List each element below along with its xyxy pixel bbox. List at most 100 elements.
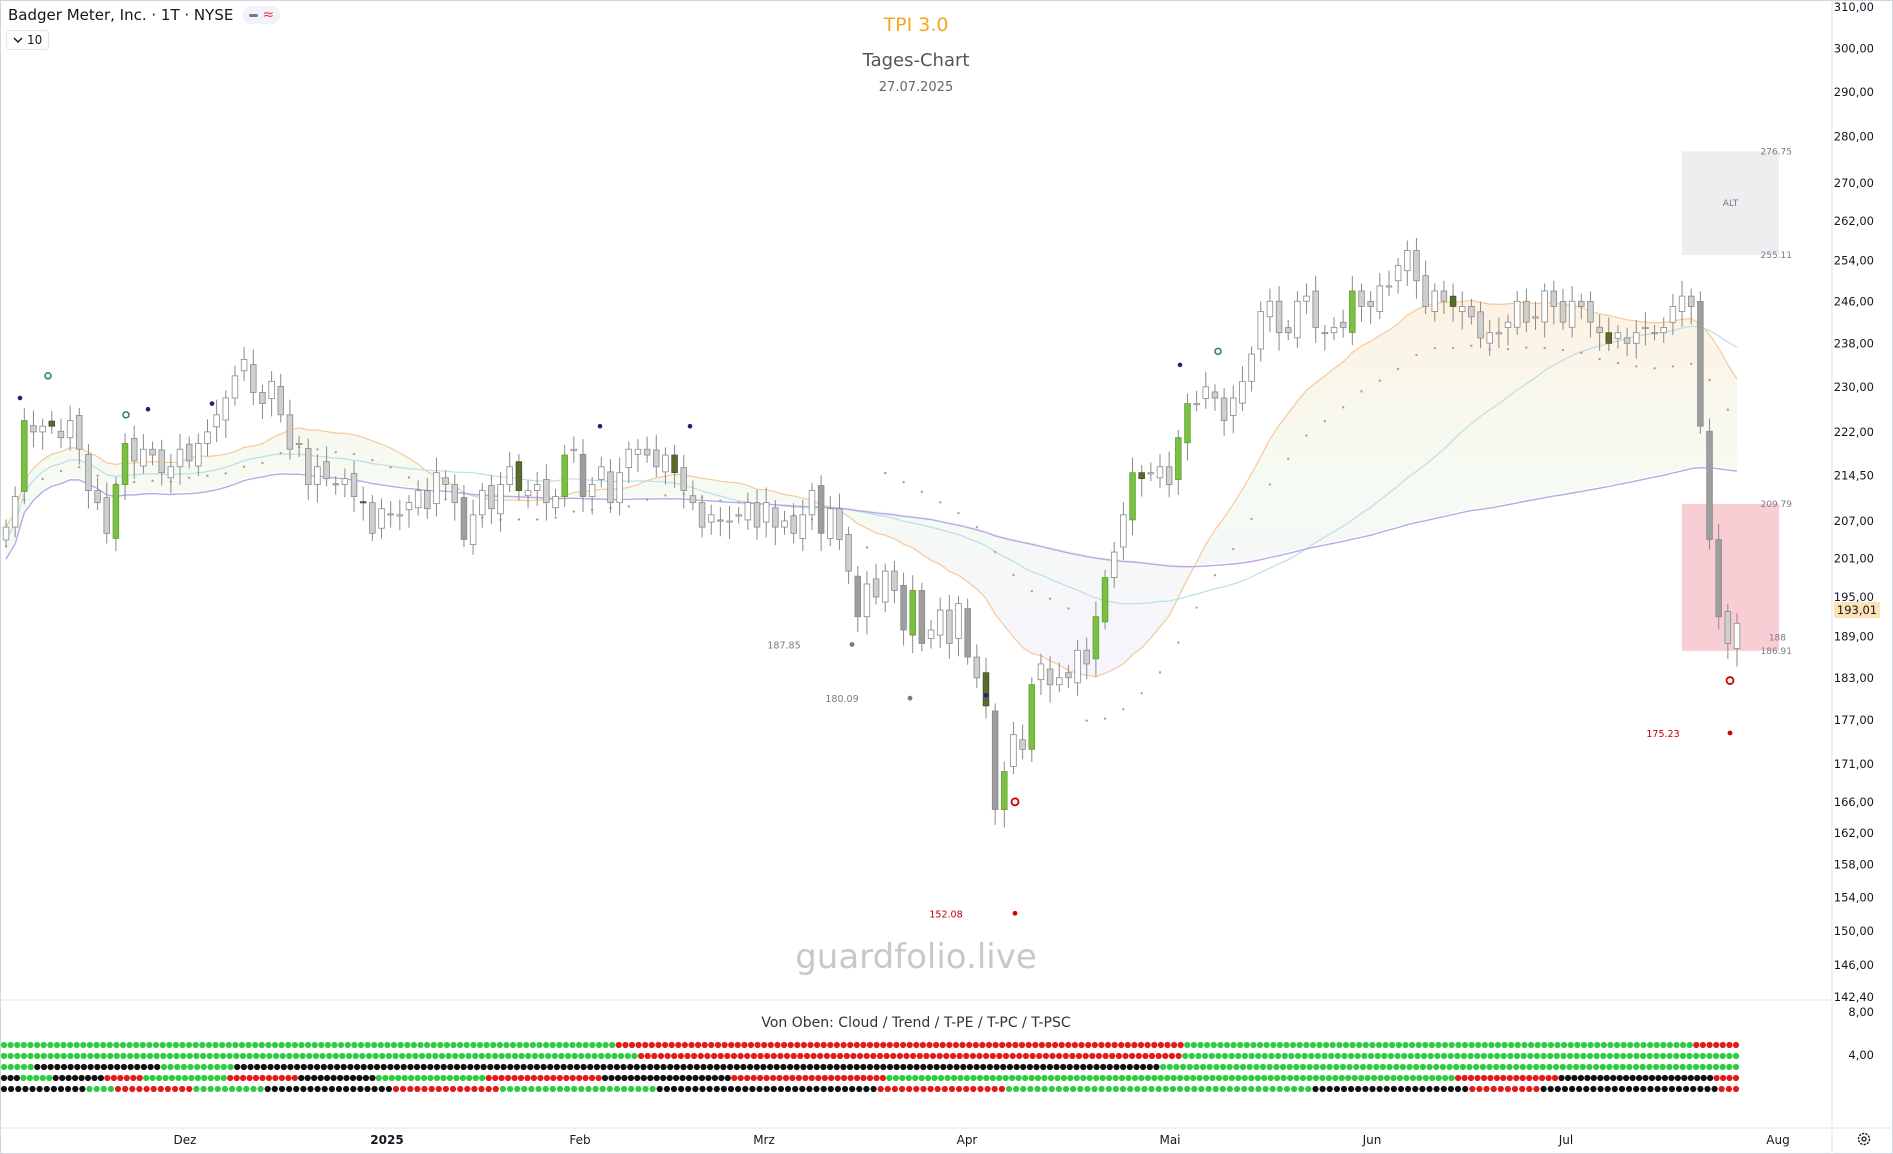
tpi-dot — [1070, 1085, 1077, 1093]
tpi-dot — [1371, 1074, 1378, 1082]
y-tick-label: 290,00 — [1834, 85, 1874, 99]
tpi-dot — [1554, 1085, 1561, 1093]
gear-icon — [1857, 1132, 1871, 1146]
interval-button[interactable]: 10 — [6, 30, 50, 50]
tpi-dot — [606, 1085, 613, 1093]
tpi-dot — [1519, 1074, 1526, 1082]
tpi-dot — [338, 1041, 345, 1049]
tpi-dot — [168, 1074, 176, 1082]
candle — [1468, 306, 1475, 318]
tpi-dot — [1062, 1052, 1069, 1060]
tpi-dot — [892, 1074, 900, 1082]
candle — [240, 359, 248, 372]
tpi-dot — [1312, 1085, 1319, 1093]
settings-button[interactable] — [1856, 1131, 1872, 1151]
tpi-dot — [1367, 1052, 1375, 1060]
tpi-dot — [834, 1085, 842, 1093]
candle — [1642, 327, 1649, 330]
tpi-dot — [1348, 1085, 1355, 1093]
tpi-dot — [1694, 1074, 1701, 1082]
tpi-dot — [1540, 1085, 1547, 1093]
x-tick-label: Mrz — [753, 1133, 775, 1147]
tpi-dot — [733, 1063, 740, 1071]
candle — [396, 514, 404, 517]
indicator-title: TPI 3.0 — [883, 14, 949, 36]
tpi-dot — [34, 1063, 41, 1071]
tpi-dot — [1153, 1063, 1160, 1071]
tpi-dot — [1434, 1052, 1441, 1060]
candle — [936, 609, 944, 636]
tpi-dot — [989, 1052, 996, 1060]
tpi-dot — [421, 1085, 428, 1093]
tpi-dot — [1112, 1074, 1119, 1082]
trail-dot — [865, 546, 869, 549]
tpi-dot — [692, 1074, 699, 1082]
tpi-dot — [784, 1085, 792, 1093]
tpi-dot — [1273, 1063, 1280, 1071]
tpi-dot — [673, 1063, 680, 1071]
tpi-dot — [1345, 1074, 1352, 1082]
tpi-dot — [806, 1063, 814, 1071]
tpi-dot — [711, 1052, 718, 1060]
candle — [1477, 311, 1484, 339]
tpi-dot — [307, 1085, 314, 1093]
candle — [891, 570, 898, 591]
tpi-dot — [893, 1041, 900, 1049]
tpi-dot — [127, 1052, 134, 1060]
tpi-dot — [382, 1074, 389, 1082]
tpi-dot — [542, 1085, 549, 1093]
tpi-dot — [840, 1063, 847, 1071]
tpi-dot — [1508, 1041, 1515, 1049]
tpi-dot — [560, 1063, 567, 1071]
tpi-dot — [1151, 1074, 1158, 1082]
tpi-dot — [1200, 1063, 1207, 1071]
candle — [955, 603, 962, 639]
tpi-dot — [445, 1052, 452, 1060]
tpi-dot — [240, 1063, 247, 1071]
tpi-dot — [1659, 1063, 1666, 1071]
tpi-dot — [1553, 1063, 1560, 1071]
tpi-dot — [438, 1052, 446, 1060]
tpi-dot — [1351, 1074, 1358, 1082]
tpi-dot — [1433, 1085, 1440, 1093]
candle — [1532, 316, 1539, 319]
symbol-title[interactable]: Badger Meter, Inc. · 1T · NYSE — [8, 6, 234, 24]
tpi-dot — [29, 1085, 36, 1093]
tpi-dot — [311, 1041, 318, 1049]
x-tick-label: Mai — [1159, 1133, 1180, 1147]
candle — [552, 496, 559, 509]
tpi-dot — [7, 1041, 14, 1049]
ma-fast-line — [5, 299, 1738, 678]
tpi-dot — [1560, 1052, 1567, 1060]
signal-dot — [209, 401, 215, 406]
tpi-dot — [47, 1041, 54, 1049]
tpi-dot — [181, 1074, 189, 1082]
tpi-dot — [67, 1063, 74, 1071]
candle — [497, 484, 504, 515]
tpi-dot — [1028, 1074, 1035, 1082]
status-badge[interactable]: ≈ — [243, 6, 281, 24]
tpi-dot — [234, 1063, 241, 1071]
tpi-dot — [1513, 1074, 1520, 1082]
tpi-dot — [695, 1041, 702, 1049]
tpi-dot — [842, 1085, 849, 1093]
tpi-dot — [877, 1085, 884, 1093]
tpi-dot — [589, 1041, 596, 1049]
candle — [1614, 332, 1622, 339]
tpi-dot — [220, 1074, 227, 1082]
tpi-dot — [306, 1052, 313, 1060]
tpi-dot — [1416, 1074, 1423, 1082]
tpi-dot — [731, 1074, 738, 1082]
tpi-dot — [408, 1074, 415, 1082]
tpi-dot — [1334, 1052, 1341, 1060]
tpi-dot — [916, 1052, 923, 1060]
tpi-dot — [388, 1074, 395, 1082]
tpi-dot — [820, 1063, 827, 1071]
tpi-dot — [1036, 1052, 1043, 1060]
tpi-dot — [1276, 1041, 1283, 1049]
tpi-dot — [929, 1052, 937, 1060]
tpi-dot — [113, 1052, 120, 1060]
tpi-dot — [1693, 1041, 1700, 1049]
tpi-dot — [573, 1063, 581, 1071]
